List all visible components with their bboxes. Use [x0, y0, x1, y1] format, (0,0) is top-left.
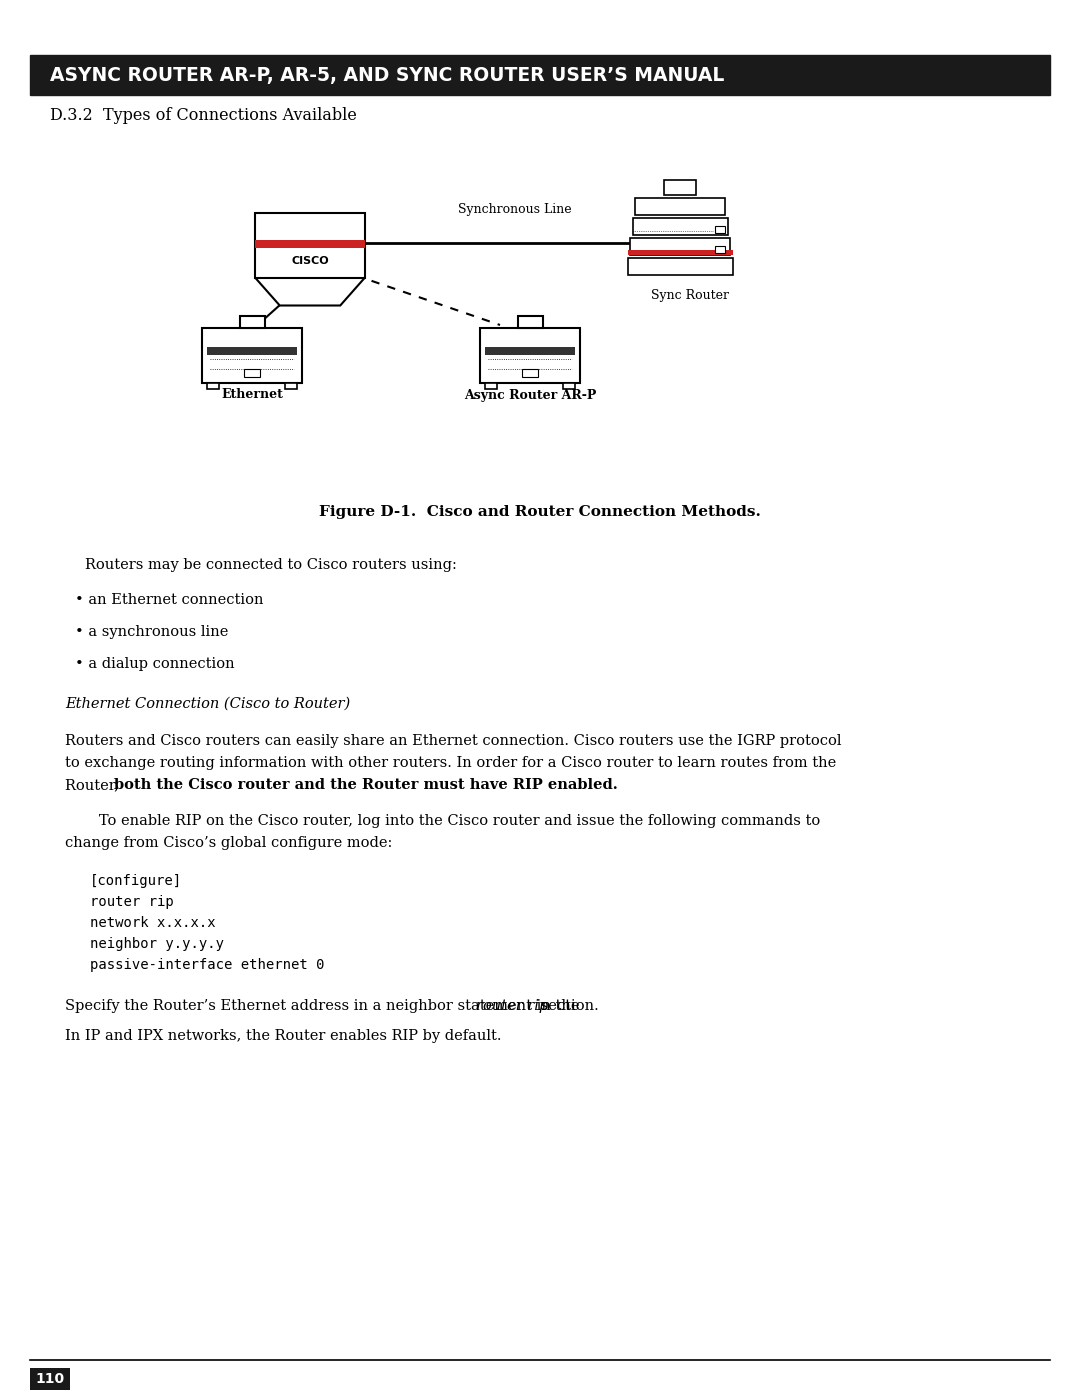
- Text: • a dialup connection: • a dialup connection: [75, 657, 234, 671]
- Text: router rip: router rip: [475, 999, 548, 1013]
- Bar: [715, 226, 725, 233]
- Bar: [240, 316, 265, 327]
- Text: ASYNC ROUTER AR-P, AR-5, AND SYNC ROUTER USER’S MANUAL: ASYNC ROUTER AR-P, AR-5, AND SYNC ROUTER…: [50, 66, 725, 84]
- Text: both the Cisco router and the Router must have RIP enabled.: both the Cisco router and the Router mus…: [113, 778, 618, 792]
- Text: To enable RIP on the Cisco router, log into the Cisco router and issue the follo: To enable RIP on the Cisco router, log i…: [85, 814, 820, 828]
- Polygon shape: [255, 278, 365, 306]
- Text: Specify the Router’s Ethernet address in a neighbor statement in the: Specify the Router’s Ethernet address in…: [65, 999, 584, 1013]
- Bar: [664, 180, 696, 196]
- Bar: [630, 237, 730, 256]
- Text: Sync Router: Sync Router: [651, 289, 729, 302]
- Text: change from Cisco’s global configure mode:: change from Cisco’s global configure mod…: [65, 835, 392, 849]
- Text: router rip: router rip: [90, 895, 174, 909]
- Text: network x.x.x.x: network x.x.x.x: [90, 916, 216, 930]
- Bar: [285, 383, 297, 388]
- Bar: [522, 369, 538, 377]
- Bar: [480, 327, 580, 383]
- Bar: [207, 346, 297, 355]
- Text: Figure D-1.  Cisco and Router Connection Methods.: Figure D-1. Cisco and Router Connection …: [319, 504, 761, 520]
- Bar: [255, 212, 365, 278]
- Text: CISCO: CISCO: [292, 256, 328, 267]
- Bar: [30, 54, 1050, 95]
- Bar: [715, 246, 725, 253]
- Bar: [485, 346, 575, 355]
- Bar: [635, 198, 725, 215]
- Text: [configure]: [configure]: [90, 875, 183, 888]
- Bar: [633, 218, 728, 235]
- Bar: [627, 250, 732, 256]
- Text: Routers may be connected to Cisco routers using:: Routers may be connected to Cisco router…: [85, 557, 457, 571]
- Text: to exchange routing information with other routers. In order for a Cisco router : to exchange routing information with oth…: [65, 756, 836, 770]
- Bar: [563, 383, 575, 388]
- Bar: [202, 327, 302, 383]
- Bar: [30, 1368, 70, 1390]
- Text: • a synchronous line: • a synchronous line: [75, 624, 228, 638]
- Bar: [207, 383, 219, 388]
- Bar: [244, 369, 260, 377]
- Bar: [627, 258, 732, 275]
- Bar: [255, 240, 365, 249]
- Text: In IP and IPX networks, the Router enables RIP by default.: In IP and IPX networks, the Router enabl…: [65, 1030, 501, 1044]
- Text: Async Router AR-P: Async Router AR-P: [463, 388, 596, 401]
- Text: D.3.2  Types of Connections Available: D.3.2 Types of Connections Available: [50, 106, 356, 123]
- Bar: [517, 316, 542, 327]
- Text: neighbor y.y.y.y: neighbor y.y.y.y: [90, 937, 224, 951]
- Text: Router,: Router,: [65, 778, 123, 792]
- Text: Ethernet: Ethernet: [221, 388, 283, 401]
- Text: 110: 110: [36, 1372, 65, 1386]
- Text: section.: section.: [536, 999, 598, 1013]
- Text: Ethernet Connection (Cisco to Router): Ethernet Connection (Cisco to Router): [65, 697, 350, 711]
- Text: Routers and Cisco routers can easily share an Ethernet connection. Cisco routers: Routers and Cisco routers can easily sha…: [65, 733, 841, 747]
- Text: • an Ethernet connection: • an Ethernet connection: [75, 592, 264, 608]
- Text: passive-interface ethernet 0: passive-interface ethernet 0: [90, 958, 324, 972]
- Bar: [485, 383, 497, 388]
- Text: Synchronous Line: Synchronous Line: [458, 204, 571, 217]
